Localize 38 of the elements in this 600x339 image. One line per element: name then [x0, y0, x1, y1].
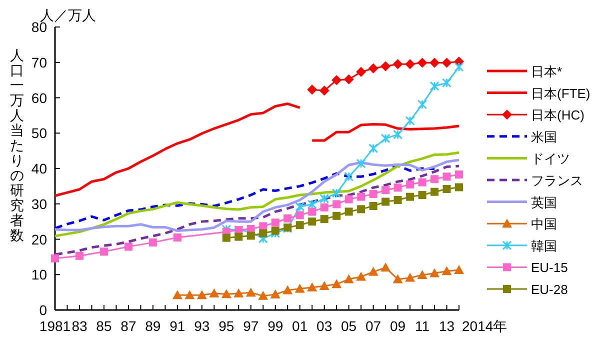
legend-label: EU-15: [531, 260, 568, 276]
x-tick-label: 05: [341, 318, 357, 334]
x-tick-label: 91: [170, 318, 186, 334]
legend-label: 英国: [531, 194, 557, 210]
x-tick-label: 03: [316, 318, 332, 334]
x-tick-label: 97: [243, 318, 259, 334]
legend-label: EU-28: [531, 282, 568, 297]
x-tick-label: 85: [96, 318, 112, 334]
x-tick-label: 87: [120, 318, 136, 334]
legend-label: 米国: [531, 129, 557, 144]
x-tick-label: 11: [415, 318, 430, 334]
legend-label: 韓国: [531, 238, 557, 254]
y-tick-label: 50: [31, 125, 48, 142]
x-tick-label: 07: [366, 318, 382, 334]
legend-label: 日本(HC): [531, 108, 584, 123]
y-axis-title: 人口一万人当たりの研究者数: [10, 47, 24, 243]
x-tick-label: 1981: [39, 318, 71, 334]
y-tick-label: 0: [39, 302, 48, 318]
x-tick-label: 83: [72, 318, 88, 334]
x-tick-label: 01: [292, 318, 308, 334]
legend-label: 日本(FTE): [531, 86, 590, 101]
x-tick-label: 13: [438, 318, 455, 334]
x-tick-label: 89: [145, 318, 161, 334]
y-tick-label: 30: [31, 196, 48, 212]
legend-label: 日本*: [531, 64, 562, 79]
legend-label: ドイツ: [531, 151, 570, 166]
y-tick-label: 60: [31, 90, 48, 106]
x-axis-title: 2014年: [462, 318, 508, 334]
x-tick-label: 93: [194, 318, 210, 334]
y-tick-label: 70: [31, 54, 48, 70]
y-tick-label: 40: [31, 160, 48, 176]
legend-label: フランス: [531, 173, 583, 188]
y-tick-label: 20: [31, 231, 48, 248]
y-tick-label: 10: [31, 266, 48, 283]
x-tick-label: 95: [218, 318, 234, 334]
legend-label: 中国: [531, 216, 557, 232]
x-tick-label: 99: [268, 318, 284, 334]
x-tick-label: 09: [390, 318, 406, 334]
